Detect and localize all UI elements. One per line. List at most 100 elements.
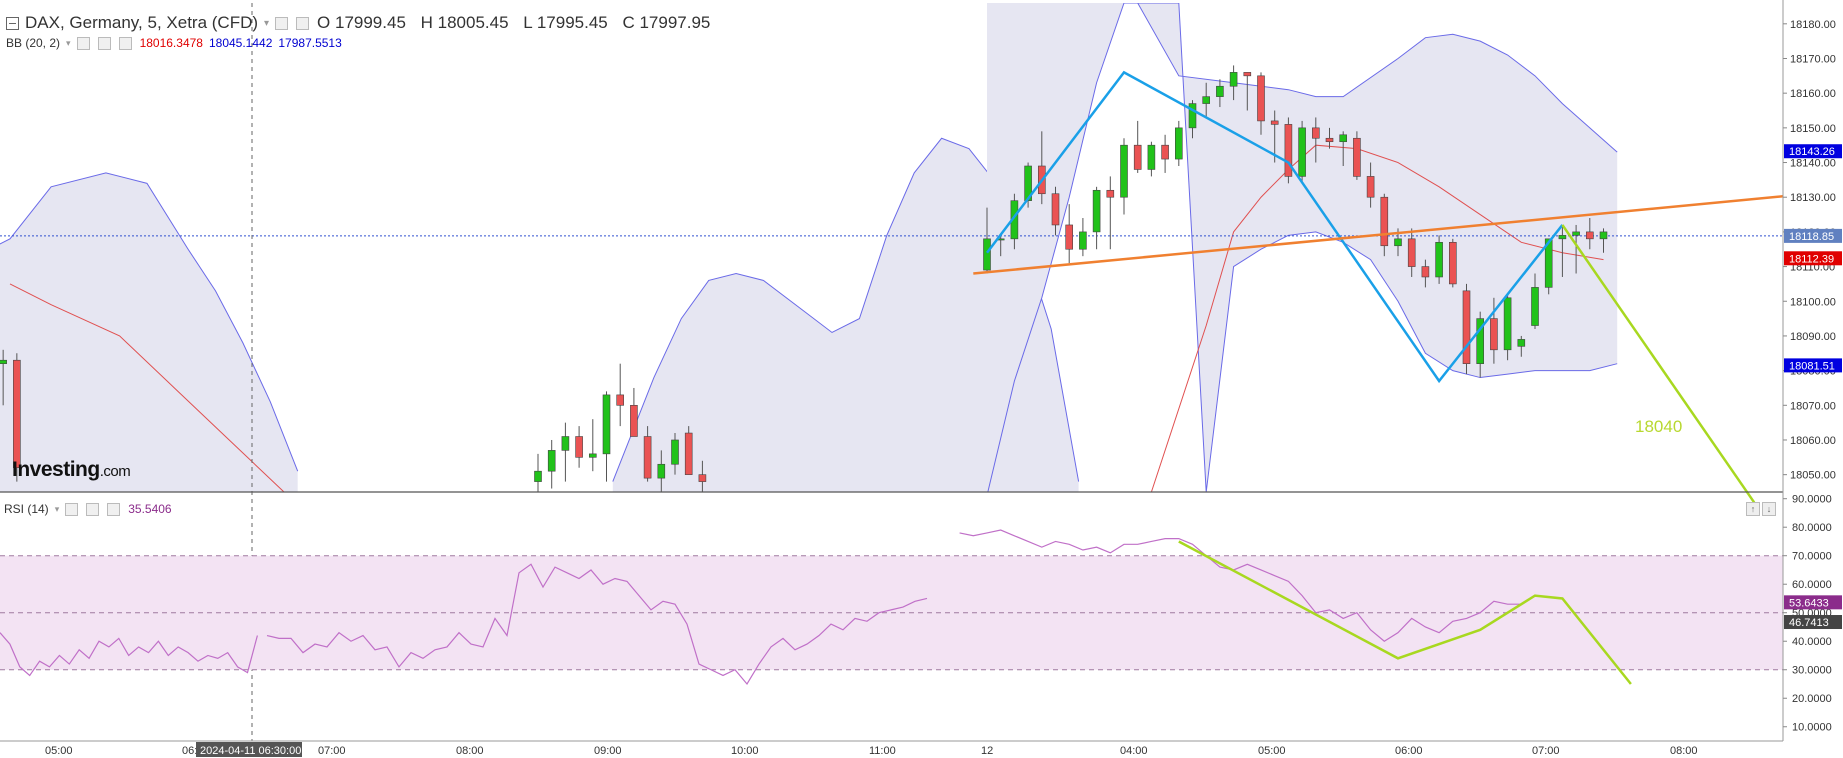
candle-body [0,359,7,364]
close-icon[interactable] [107,502,121,516]
rsi-green-drawing [1178,540,1632,685]
rsi-tick-label: 10.0000 [1792,722,1832,734]
candle-body [1517,339,1526,347]
candle-body [1229,72,1238,87]
time-tick-label: 06:00 [1395,745,1423,757]
close-value: C 17997.95 [622,13,711,32]
hide-icon[interactable] [296,16,310,30]
price-tag [1784,251,1842,266]
hide-icon[interactable] [97,36,111,50]
logo-suffix: .com [99,463,131,480]
price-tick-label: 18050.00 [1790,470,1836,482]
time-tick-label: 09:00 [594,745,622,757]
price-tick-label: 18160.00 [1790,88,1836,100]
candle-body [1202,96,1210,104]
price-tick-label: 18170.00 [1790,53,1836,65]
bb-fill-day1 [0,172,298,492]
zigzag-drawing [986,70,1564,384]
logo-name: Investing [12,458,100,481]
rsi-panel[interactable] [0,529,1783,686]
bb-fill-day2 [987,3,1618,492]
symbol-row: DAX, Germany, 5, Xetra (CFD) ▾ O 17999.4… [6,13,720,33]
candle-body [1421,266,1430,278]
bb-label[interactable]: BB (20, 2) [6,36,61,50]
time-tick-label: 07:00 [318,745,346,757]
candle-body [588,453,597,458]
cursor-time-tag [196,742,302,757]
price-tick-label: 18130.00 [1790,192,1836,204]
rsi-line-b [266,563,928,686]
time-tick-label: 11:00 [869,745,896,757]
candle-body [1065,224,1073,250]
rsi-tag-label: 46.7413 [1789,617,1829,629]
price-tick-label: 18070.00 [1790,400,1836,412]
candle-body [1147,144,1156,170]
candle-body [1312,127,1320,139]
bb-middle-value: 18016.3478 [139,36,203,50]
candle-body [698,474,707,482]
investing-logo: Investing.com [12,458,131,482]
candle-body [13,359,21,469]
candle-body [1120,144,1128,198]
candle-body [575,436,583,458]
candle-body [1435,241,1443,278]
settings-icon[interactable] [275,16,289,30]
candle-body [1544,238,1553,288]
price-tag-label: 18081.51 [1789,360,1835,372]
bb-upper-value: 18045.1442 [208,36,273,50]
candle-body [1257,75,1265,122]
candle-body [616,394,625,406]
symbol-label[interactable]: DAX, Germany, 5, Xetra (CFD) [25,13,259,32]
candle-body [1394,238,1402,247]
rsi-header: RSI (14) ▾ 35.5406 [4,502,172,516]
bb-lower-line-day2 [987,3,1618,492]
candle-body [1188,103,1197,129]
candle-body [1366,176,1375,198]
bb-fill-day1-mid [612,138,1079,492]
rsi-tick-label: 90.0000 [1792,494,1832,506]
candle-body [684,432,693,475]
rsi-line-day2 [959,529,1522,642]
price-tag [1784,144,1842,159]
projection-drawing [1561,224,1756,504]
candle-body [1298,127,1306,177]
candle-body [534,470,542,482]
rsi-tick-label: 70.0000 [1792,551,1832,563]
hide-icon[interactable] [86,502,100,516]
candle-body [1503,297,1512,351]
panel-up-icon[interactable]: ↑ [1746,502,1760,516]
settings-icon[interactable] [65,502,79,516]
price-tick-label: 18180.00 [1790,19,1836,31]
candle-body [1161,144,1169,160]
candle-body [1380,196,1389,247]
rsi-label[interactable]: RSI (14) [4,502,49,516]
price-tick-label: 18100.00 [1790,296,1836,308]
dropdown-icon[interactable]: ▾ [264,17,270,29]
price-panel[interactable]: 18040 [0,0,1809,741]
dropdown-icon[interactable]: ▾ [54,503,60,514]
candle-body [1243,72,1252,77]
candle-body [1490,318,1498,351]
close-icon[interactable] [118,36,132,50]
time-tick-label: 08:00 [456,745,484,757]
candle-body [1079,231,1087,250]
collapse-icon[interactable] [6,16,19,30]
dropdown-icon[interactable]: ▾ [66,37,71,48]
price-tick-label: 18090.00 [1790,331,1836,343]
time-tick-label: 12 [981,745,993,757]
settings-icon[interactable] [76,36,90,50]
candle-body [983,238,991,271]
price-tick-label: 18140.00 [1790,158,1836,170]
time-tick-label: 10:00 [731,745,759,757]
candle-body [1216,85,1224,97]
candle-body [657,463,666,479]
rsi-tag [1784,615,1842,630]
panel-down-icon[interactable]: ↓ [1762,502,1776,516]
price-tag-label: 18143.26 [1789,146,1835,158]
time-tick-label: 05:00 [45,745,73,757]
rsi-line-a [0,632,258,677]
candle-body [1284,124,1293,177]
chart-header: DAX, Germany, 5, Xetra (CFD) ▾ O 17999.4… [0,0,1500,60]
